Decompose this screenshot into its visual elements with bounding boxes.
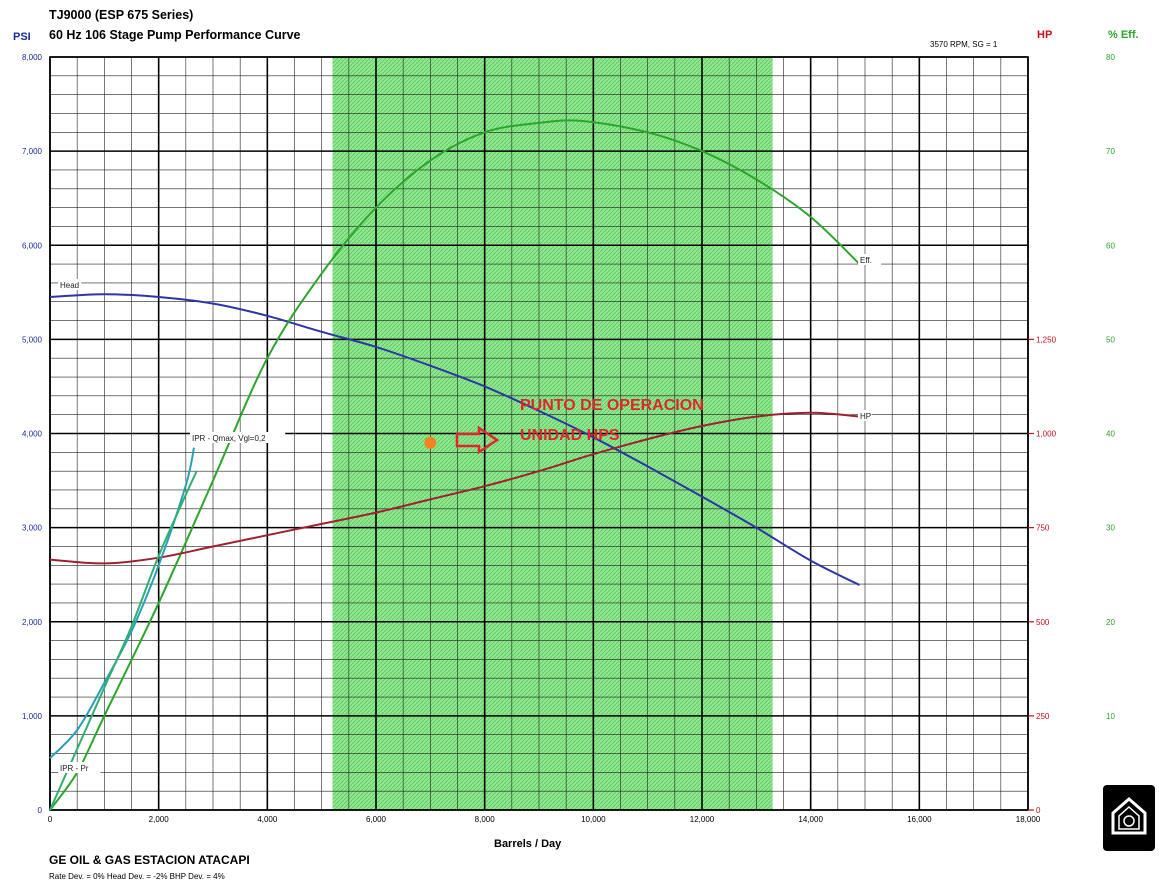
x-tick-label: 2,000 bbox=[149, 815, 170, 824]
x-tick-label: 6,000 bbox=[366, 815, 387, 824]
label-ipr-pr: IPR - Pr bbox=[60, 764, 89, 773]
x-tick-label: 8,000 bbox=[475, 815, 496, 824]
x-tick-label: 14,000 bbox=[798, 815, 823, 824]
x-tick-label: 4,000 bbox=[257, 815, 278, 824]
psi-tick-label: 2,000 bbox=[22, 618, 43, 627]
eff-tick-label: 70 bbox=[1106, 147, 1115, 156]
y-axis-label-psi: PSI bbox=[13, 31, 31, 43]
label-eff: Eff. bbox=[860, 256, 872, 265]
x-tick-label: 18,000 bbox=[1016, 815, 1041, 824]
hp-tick-label: 0 bbox=[1036, 806, 1041, 815]
y-axis-label-hp: HP bbox=[1037, 29, 1052, 41]
annotation-line-2: UNIDAD HPS bbox=[520, 427, 620, 444]
hp-tick-label: 250 bbox=[1036, 712, 1050, 721]
app-logo-icon[interactable] bbox=[1103, 785, 1155, 851]
eff-tick-label: 10 bbox=[1106, 712, 1115, 721]
x-tick-label: 16,000 bbox=[907, 815, 932, 824]
eff-tick-label: 80 bbox=[1106, 53, 1115, 62]
hp-tick-label: 500 bbox=[1036, 618, 1050, 627]
operating-point-marker bbox=[424, 437, 436, 449]
psi-tick-label: 4,000 bbox=[22, 430, 43, 439]
x-tick-label: 10,000 bbox=[581, 815, 606, 824]
chart-title: TJ9000 (ESP 675 Series) bbox=[49, 8, 193, 22]
annotation-line-1: PUNTO DE OPERACION bbox=[520, 397, 704, 414]
hp-tick-label: 1,000 bbox=[1036, 430, 1057, 439]
psi-tick-label: 8,000 bbox=[22, 53, 43, 62]
eff-tick-label: 50 bbox=[1106, 335, 1115, 344]
psi-tick-label: 5,000 bbox=[22, 335, 43, 344]
psi-tick-label: 1,000 bbox=[22, 712, 43, 721]
deviation-summary: Rate Dev. = 0% Head Dev. = -2% BHP Dev. … bbox=[49, 872, 225, 881]
hp-tick-label: 1,250 bbox=[1036, 335, 1057, 344]
x-axis-label: Barrels / Day bbox=[494, 838, 561, 850]
label-head: Head bbox=[60, 281, 79, 290]
hp-tick-label: 750 bbox=[1036, 524, 1050, 533]
operating-conditions: 3570 RPM, SG = 1 bbox=[930, 40, 997, 49]
psi-tick-label: 6,000 bbox=[22, 241, 43, 250]
label-hp: HP bbox=[860, 412, 871, 421]
x-tick-label: 12,000 bbox=[690, 815, 715, 824]
y-axis-label-eff: % Eff. bbox=[1108, 29, 1139, 41]
eff-tick-label: 40 bbox=[1106, 430, 1115, 439]
psi-tick-label: 0 bbox=[38, 806, 43, 815]
psi-tick-label: 7,000 bbox=[22, 147, 43, 156]
label-ipr-qmax: IPR - Qmax, Vgl=0,2 bbox=[192, 434, 266, 443]
eff-tick-label: 60 bbox=[1106, 241, 1115, 250]
site-name: GE OIL & GAS ESTACION ATACAPI bbox=[49, 853, 250, 867]
chart-subtitle: 60 Hz 106 Stage Pump Performance Curve bbox=[49, 28, 301, 42]
psi-tick-label: 3,000 bbox=[22, 524, 43, 533]
eff-tick-label: 20 bbox=[1106, 618, 1115, 627]
x-tick-label: 0 bbox=[48, 815, 53, 824]
eff-tick-label: 30 bbox=[1106, 524, 1115, 533]
